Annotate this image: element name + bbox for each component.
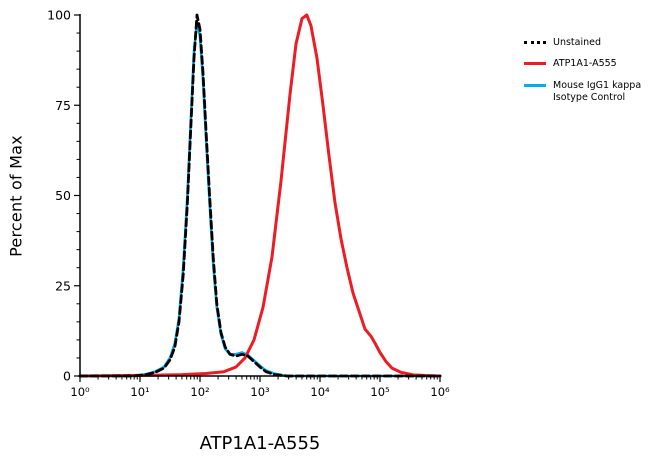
- axes: 10⁰ 10¹ 10² 10³ 10⁴ 10⁵ 10⁶ 0 25 50 75 100: [47, 8, 450, 400]
- curve-0: [78, 13, 442, 378]
- svg-text:10²: 10²: [190, 385, 209, 399]
- legend-item-isotype-control: Mouse IgG1 kappa Isotype Control: [524, 80, 646, 105]
- y-axis-label: Percent of Max: [6, 135, 26, 257]
- legend-label-atp1a1: ATP1A1-A555: [553, 58, 617, 70]
- svg-text:0: 0: [63, 369, 71, 384]
- svg-text:25: 25: [55, 278, 71, 293]
- svg-text:10⁶: 10⁶: [430, 385, 450, 399]
- svg-text:10³: 10³: [250, 385, 270, 399]
- svg-text:100: 100: [47, 8, 71, 23]
- legend-item-atp1a1-a555: ATP1A1-A555: [524, 58, 646, 70]
- svg-text:10⁰: 10⁰: [70, 385, 90, 399]
- legend: Unstained ATP1A1-A555 Mouse IgG1 kappa I…: [524, 37, 646, 113]
- svg-text:10¹: 10¹: [130, 385, 149, 399]
- legend-swatch-isotype-cyan-line: [524, 83, 546, 87]
- svg-text:50: 50: [55, 188, 71, 203]
- legend-item-unstained: Unstained: [524, 37, 646, 49]
- curves: [78, 13, 442, 378]
- curve-1: [78, 13, 442, 378]
- legend-label-isotype: Mouse IgG1 kappa Isotype Control: [553, 79, 642, 104]
- legend-swatch-atp1a1-red-line: [524, 62, 546, 66]
- legend-label-unstained: Unstained: [553, 37, 602, 48]
- x-axis-label: ATP1A1-A555: [199, 433, 321, 454]
- legend-swatch-unstained-dotted-line: [524, 41, 546, 44]
- svg-text:10⁴: 10⁴: [310, 385, 330, 399]
- svg-text:75: 75: [55, 98, 71, 113]
- svg-text:10⁵: 10⁵: [370, 385, 390, 399]
